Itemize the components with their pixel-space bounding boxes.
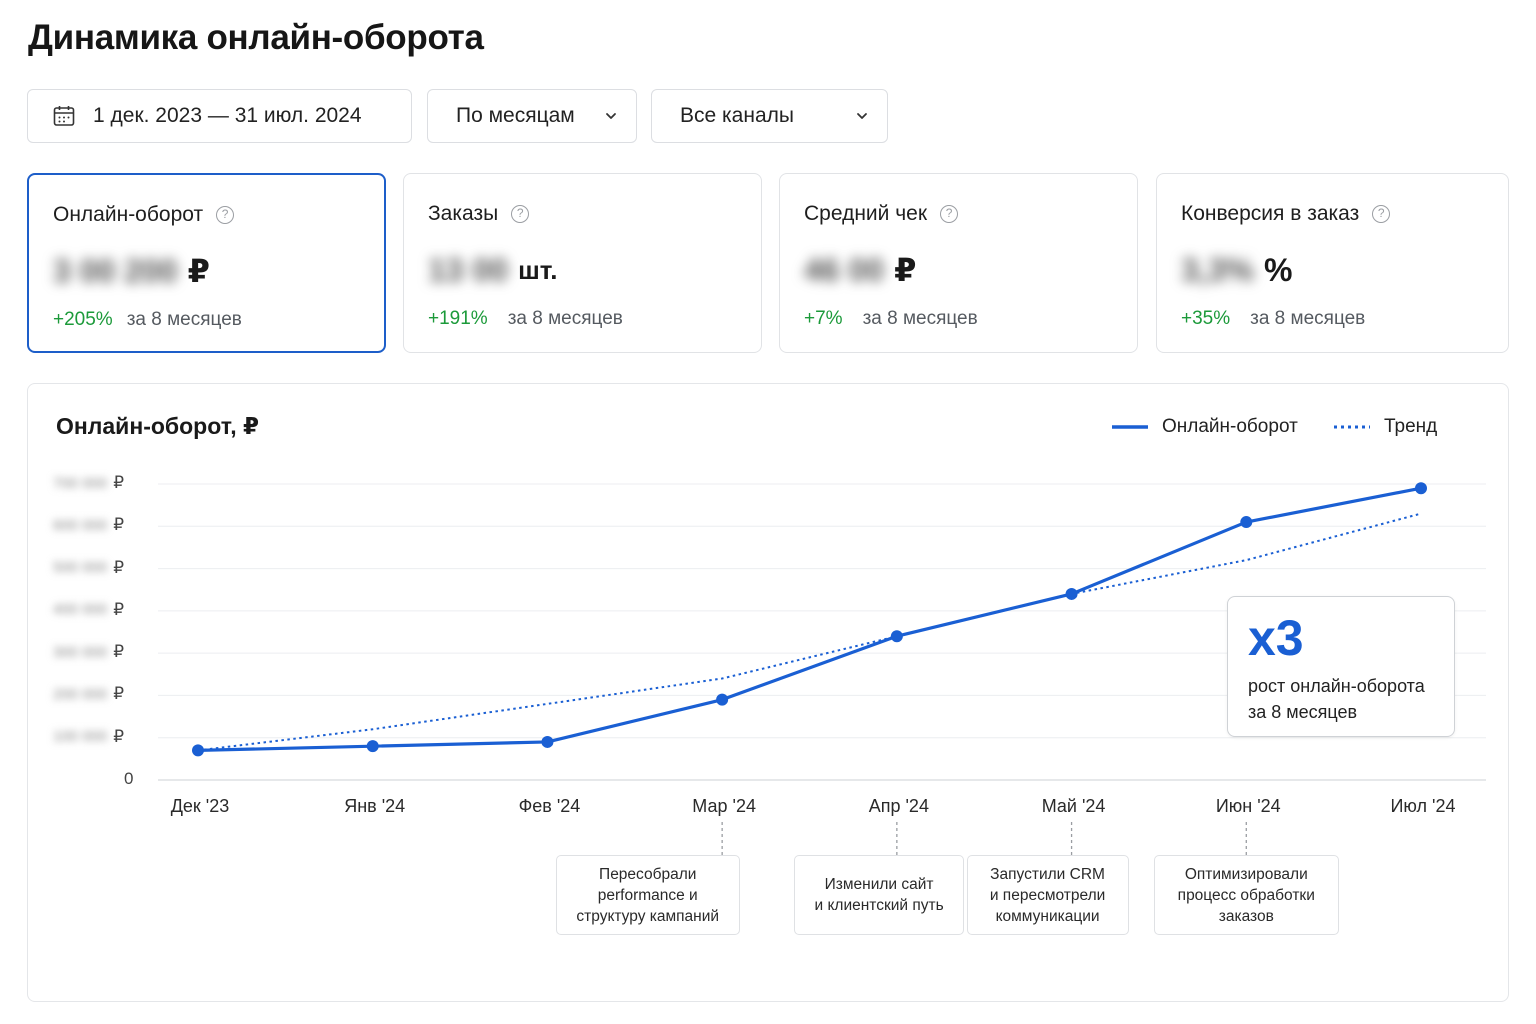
data-point[interactable]	[366, 740, 379, 753]
y-tick-unit: ₽	[113, 515, 125, 535]
annotation-box: Изменили сайт и клиентский путь	[794, 855, 965, 935]
kpi-title: Средний чек	[804, 202, 928, 225]
x-tick-label: Май '24	[1041, 796, 1106, 816]
help-circle-icon[interactable]: ?	[511, 205, 530, 223]
y-tick-value-hidden: 200 000	[53, 685, 108, 703]
y-tick-value-hidden: 600 000	[53, 516, 108, 534]
channel-select[interactable]: Все каналы	[651, 89, 888, 143]
date-range-picker[interactable]: 1 дек. 2023 — 31 июл. 2024	[27, 89, 412, 143]
date-range-label: 1 дек. 2023 — 31 июл. 2024	[93, 104, 362, 127]
chevron-down-icon	[857, 113, 867, 119]
period-select[interactable]: По месяцам	[427, 89, 637, 143]
kpi-value: 3 00 200 ₽	[53, 251, 210, 291]
y-tick-unit: ₽	[113, 726, 125, 746]
trend-line	[197, 512, 1422, 752]
callout-text: рост онлайн-оборота за 8 месяцев	[1248, 676, 1425, 722]
y-tick-label: 300 000 ₽	[53, 642, 124, 662]
legend-solid-line-icon	[1112, 425, 1148, 429]
kpi-period: за 8 месяцев	[1250, 308, 1366, 329]
y-tick-label: 400 000 ₽	[53, 600, 124, 620]
kpi-title: Онлайн-оборот	[53, 203, 204, 226]
y-tick-label: 100 000 ₽	[53, 727, 124, 747]
kpi-delta: +191%	[428, 308, 488, 329]
data-point[interactable]	[890, 630, 903, 643]
y-tick-value-hidden: 100 000	[53, 728, 108, 746]
x-tick-label: Июн '24	[1215, 796, 1281, 816]
kpi-title: Заказы	[428, 202, 499, 225]
y-tick-value-hidden: 700 000	[53, 474, 108, 492]
x-tick-label: Дек '23	[170, 796, 230, 816]
legend-dotted-line-icon	[1334, 425, 1370, 429]
data-point[interactable]	[1415, 482, 1427, 495]
data-point[interactable]	[1240, 516, 1253, 529]
data-point[interactable]	[1065, 587, 1078, 600]
y-tick-unit: ₽	[113, 557, 125, 577]
y-tick-value-hidden: 500 000	[53, 559, 108, 577]
y-tick-zero: 0	[124, 769, 134, 788]
kpi-unit: шт.	[518, 254, 558, 285]
growth-callout: x3 рост онлайн-оборота за 8 месяцев	[1227, 596, 1455, 737]
kpi-value: 46 00 ₽	[804, 250, 916, 290]
chart-title: Онлайн-оборот, ₽	[56, 413, 260, 439]
kpi-unit: ₽	[187, 253, 210, 289]
y-tick-unit: ₽	[113, 599, 125, 619]
chevron-down-icon	[606, 113, 616, 119]
annotation-box: Пересобрали performance и структуру камп…	[555, 855, 740, 935]
kpi-value: 13 00 шт.	[428, 250, 557, 290]
y-tick-unit: ₽	[113, 473, 125, 492]
kpi-value-hidden: 3,3%	[1181, 251, 1254, 288]
kpi-period: за 8 месяцев	[126, 309, 242, 330]
calendar-icon	[53, 106, 75, 126]
x-tick-label: Апр '24	[868, 796, 929, 816]
kpi-delta: +7%	[804, 308, 843, 329]
kpi-card-conversion[interactable]: Конверсия в заказ ? 3,3% % +35% за 8 мес…	[1156, 173, 1509, 353]
channel-select-value: Все каналы	[680, 104, 794, 127]
period-select-value: По месяцам	[456, 104, 575, 127]
kpi-title: Конверсия в заказ	[1181, 202, 1360, 225]
y-tick-unit: ₽	[113, 642, 125, 662]
kpi-period: за 8 месяцев	[862, 308, 978, 329]
legend-item-revenue[interactable]: Онлайн-оборот	[1112, 416, 1298, 438]
y-tick-label: 600 000 ₽	[53, 515, 124, 535]
data-point[interactable]	[716, 693, 729, 706]
kpi-period: за 8 месяцев	[507, 308, 623, 329]
revenue-line	[197, 486, 1422, 752]
data-point[interactable]	[541, 735, 554, 748]
legend-item-trend[interactable]: Тренд	[1334, 416, 1437, 438]
kpi-unit: %	[1263, 251, 1293, 288]
x-tick-label: Июл '24	[1390, 796, 1456, 816]
y-tick-label: 200 000 ₽	[53, 684, 124, 704]
kpi-card-revenue[interactable]: Онлайн-оборот ? 3 00 200 ₽ +205% за 8 ме…	[27, 173, 386, 353]
y-tick-label: 700 000 ₽	[53, 473, 124, 493]
kpi-value-hidden: 46 00	[804, 251, 885, 288]
kpi-value-hidden: 13 00	[428, 251, 509, 288]
help-circle-icon[interactable]: ?	[216, 206, 235, 224]
legend-label: Онлайн-оборот	[1162, 416, 1298, 437]
kpi-delta: +35%	[1181, 308, 1231, 329]
help-circle-icon[interactable]: ?	[940, 205, 959, 223]
callout-value: x3	[1248, 610, 1304, 666]
annotation-box: Оптимизировали процесс обработки заказов	[1153, 855, 1339, 935]
y-tick-value-hidden: 300 000	[53, 643, 108, 661]
data-point[interactable]	[192, 744, 204, 757]
help-circle-icon[interactable]: ?	[1372, 205, 1391, 223]
kpi-card-avg-check[interactable]: Средний чек ? 46 00 ₽ +7% за 8 месяцев	[779, 173, 1138, 353]
x-tick-label: Янв '24	[344, 796, 406, 816]
y-tick-unit: ₽	[113, 684, 125, 704]
x-tick-label: Мар '24	[692, 796, 756, 816]
revenue-chart-card: Онлайн-оборот, ₽ Онлайн-оборот Тренд x3 …	[27, 383, 1509, 1002]
kpi-card-orders[interactable]: Заказы ? 13 00 шт. +191% за 8 месяцев	[403, 173, 762, 353]
kpi-value-hidden: 3 00 200	[53, 252, 178, 289]
y-tick-label: 500 000 ₽	[53, 558, 124, 578]
page-title: Динамика онлайн-оборота	[28, 18, 484, 57]
legend-label: Тренд	[1384, 416, 1438, 437]
kpi-unit: ₽	[894, 252, 917, 288]
annotation-box: Запустили CRM и пересмотрели коммуникаци…	[966, 855, 1129, 935]
x-tick-label: Фев '24	[518, 796, 581, 816]
kpi-delta: +205%	[53, 309, 113, 330]
kpi-value: 3,3% %	[1181, 250, 1292, 290]
y-tick-value-hidden: 400 000	[53, 601, 108, 619]
